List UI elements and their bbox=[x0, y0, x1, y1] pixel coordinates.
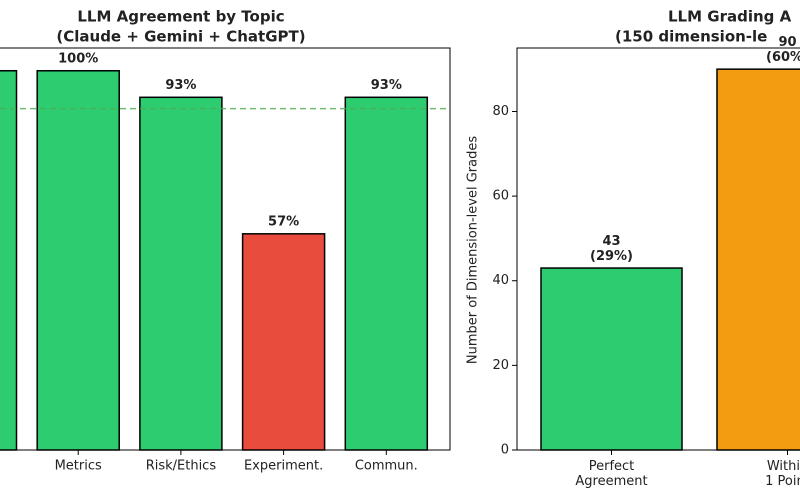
axes-frame bbox=[0, 47, 451, 451]
y-tick-label: 80 bbox=[492, 104, 509, 119]
x-tick-label: Experiment. bbox=[244, 459, 323, 474]
chart-title: LLM Agreement by Topic bbox=[77, 8, 284, 26]
axes-frame bbox=[516, 47, 800, 451]
bar bbox=[36, 70, 120, 451]
bar bbox=[139, 96, 223, 451]
y-tick-label: 20 bbox=[492, 358, 509, 373]
bar bbox=[716, 68, 800, 451]
chart-title: LLM Grading A bbox=[668, 8, 792, 26]
value-label: 93% bbox=[165, 78, 196, 93]
bar bbox=[540, 267, 683, 451]
value-label: 100% bbox=[58, 51, 98, 66]
y-tick-label: 60 bbox=[492, 189, 509, 204]
y-tick-label: 40 bbox=[492, 273, 509, 288]
bar bbox=[0, 70, 18, 451]
x-tick-label: Metrics bbox=[55, 459, 102, 474]
value-label: 43 (29%) bbox=[590, 234, 633, 264]
x-tick-label: Perfect Agreement bbox=[575, 459, 647, 489]
y-tick-label: 0 bbox=[501, 443, 509, 458]
value-label: 93% bbox=[371, 78, 402, 93]
x-tick-label: Risk/Ethics bbox=[146, 459, 217, 474]
x-tick-label: Commun. bbox=[355, 459, 418, 474]
value-label: 90(60%) bbox=[766, 35, 800, 65]
x-tick-label: Within1 Point bbox=[765, 459, 800, 489]
bar bbox=[344, 96, 429, 451]
chart-title: (150 dimension-le bbox=[615, 28, 767, 46]
bar bbox=[241, 233, 326, 451]
value-label: 57% bbox=[268, 214, 299, 229]
chart-title: (Claude + Gemini + ChatGPT) bbox=[56, 28, 305, 46]
y-axis-label: Number of Dimension-level Grades bbox=[466, 136, 481, 364]
